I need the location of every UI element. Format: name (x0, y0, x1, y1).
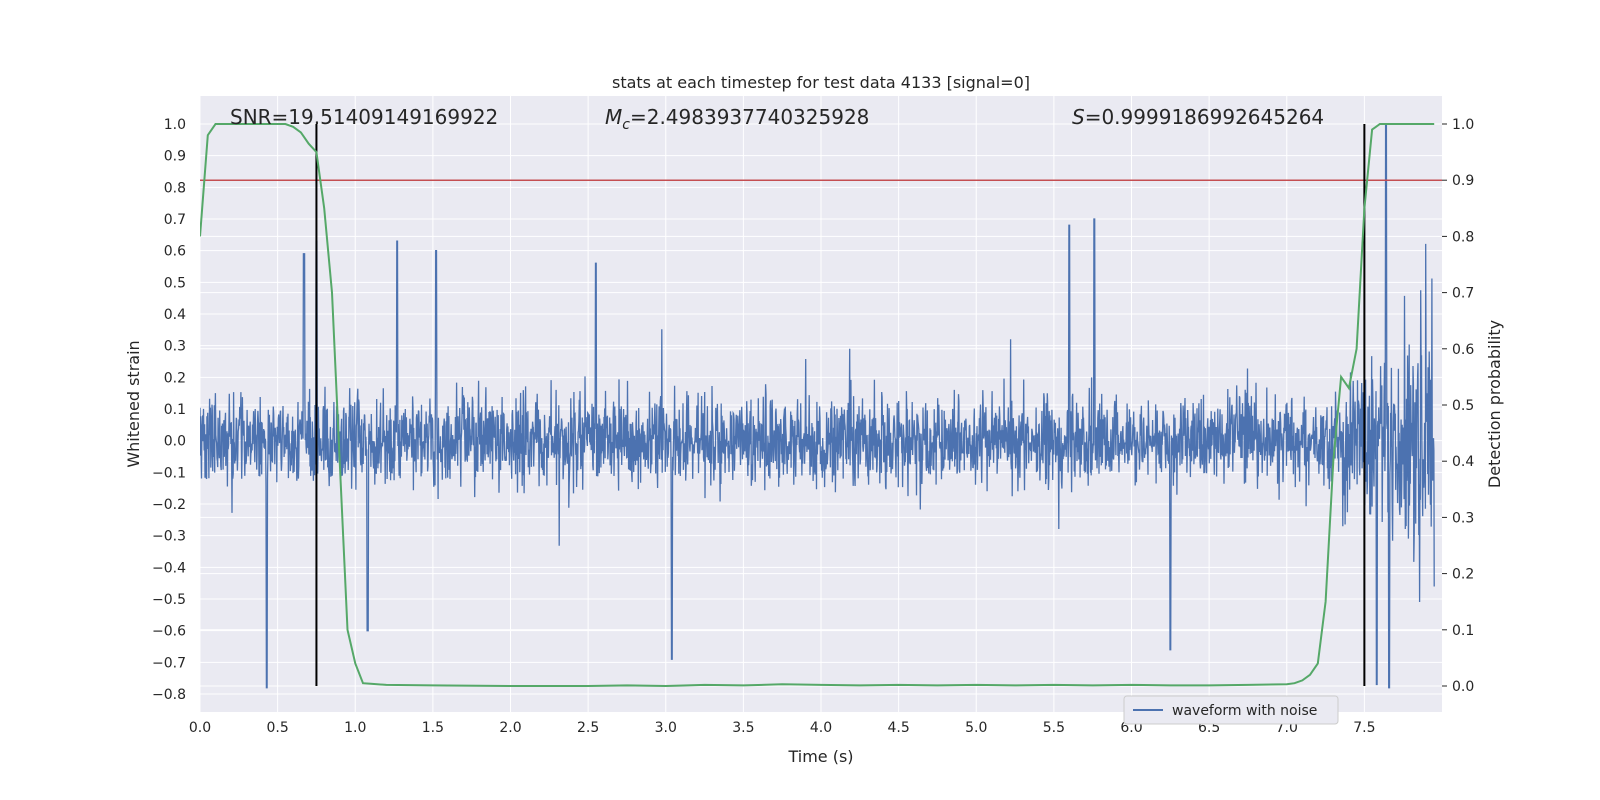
legend-box (1123, 695, 1339, 725)
detection-probability-line (200, 123, 1435, 688)
y-tick-label: 0.5 (164, 275, 186, 291)
y-tick-label: −0.7 (152, 655, 186, 671)
statistic-symbol: S (1072, 105, 1085, 129)
y-tick-label: −0.2 (152, 497, 186, 513)
x-tick-label: 4.5 (887, 720, 909, 736)
chart-title: stats at each timestep for test data 413… (612, 73, 1030, 92)
x-tick-label: 3.0 (655, 720, 677, 736)
statistic-value: =0.9999186992645264 (1085, 105, 1324, 129)
y-tick-label: 0.3 (164, 339, 186, 355)
strain-line (200, 123, 1435, 689)
snr-statistic-annotation: S=0.9999186992645264 (1072, 105, 1324, 129)
y-tick-label: 0.9 (164, 149, 186, 165)
legend-label: waveform with noise (1172, 703, 1317, 719)
y-tick-label: −0.5 (152, 592, 186, 608)
y-tick-label: −0.8 (152, 687, 186, 703)
y2-tick-label: 0.4 (1452, 454, 1474, 470)
y2-tick-label: 0.1 (1452, 623, 1474, 639)
chirp-mass-value: =2.4983937740325928 (630, 105, 869, 129)
x-tick-label: 0.5 (266, 720, 288, 736)
y-axis-label: Whitened strain (124, 340, 143, 467)
strain-series (200, 123, 1435, 689)
y-tick-label: 0.0 (164, 434, 186, 450)
y2-tick-label: 0.3 (1452, 510, 1474, 526)
x-tick-label: 2.5 (577, 720, 599, 736)
x-tick-label: 3.5 (732, 720, 754, 736)
y-tick-label: −0.6 (152, 624, 186, 640)
y2-axis-label: Detection probability (1485, 320, 1504, 488)
y-tick-label: 0.2 (164, 370, 186, 386)
y-tick-label: 0.1 (164, 402, 186, 418)
x-tick-label: 0.0 (189, 720, 211, 736)
y-tick-label: 0.7 (164, 212, 186, 228)
chirp-mass-annotation: Mc=2.4983937740325928 (605, 105, 869, 133)
grid-lines (199, 96, 1442, 712)
x-tick-label: 7.5 (1353, 720, 1375, 736)
y-tick-label: 0.4 (164, 307, 186, 323)
x-tick-label: 4.0 (810, 720, 832, 736)
y-tick-label: −0.3 (152, 529, 186, 545)
x-tick-label: 1.5 (422, 720, 444, 736)
y2-tick-label: 1.0 (1452, 117, 1474, 133)
y2-tick-label: 0.8 (1452, 229, 1474, 245)
legend: waveform with noise (1123, 695, 1339, 725)
y2-tick-label: 0.6 (1452, 342, 1474, 358)
x-tick-label: 5.0 (965, 720, 987, 736)
overlay-lines (200, 123, 1442, 688)
right-axis-ticks: 1.0 0.9 0.8 0.7 0.6 0.5 0.4 0.3 0.2 0.1 0.0 (1442, 117, 1474, 695)
y2-tick-label: 0.0 (1452, 679, 1474, 695)
y2-tick-label: 0.2 (1452, 567, 1474, 583)
x-tick-label: 2.0 (499, 720, 521, 736)
x-tick-label: 1.0 (344, 720, 366, 736)
left-axis-ticks: 1.0 0.9 0.8 0.7 0.6 0.5 0.4 0.3 0.2 0.1 0.0 −0.1 −0.… (152, 117, 186, 703)
y-tick-label: −0.4 (152, 560, 186, 576)
chirp-mass-subscript: c (622, 117, 630, 133)
y2-tick-label: 0.9 (1452, 173, 1474, 189)
y-tick-label: 0.6 (164, 244, 186, 260)
x-axis-label: Time (s) (787, 747, 853, 766)
y2-tick-label: 0.7 (1452, 286, 1474, 302)
chirp-mass-symbol: M (605, 105, 622, 129)
y2-tick-label: 0.5 (1452, 398, 1474, 414)
y-tick-label: 1.0 (164, 117, 186, 133)
snr-annotation: SNR=19.51409149169922 (230, 105, 498, 129)
y-tick-label: 0.8 (164, 180, 186, 196)
x-tick-label: 5.5 (1043, 720, 1065, 736)
y-tick-label: −0.1 (152, 465, 186, 481)
